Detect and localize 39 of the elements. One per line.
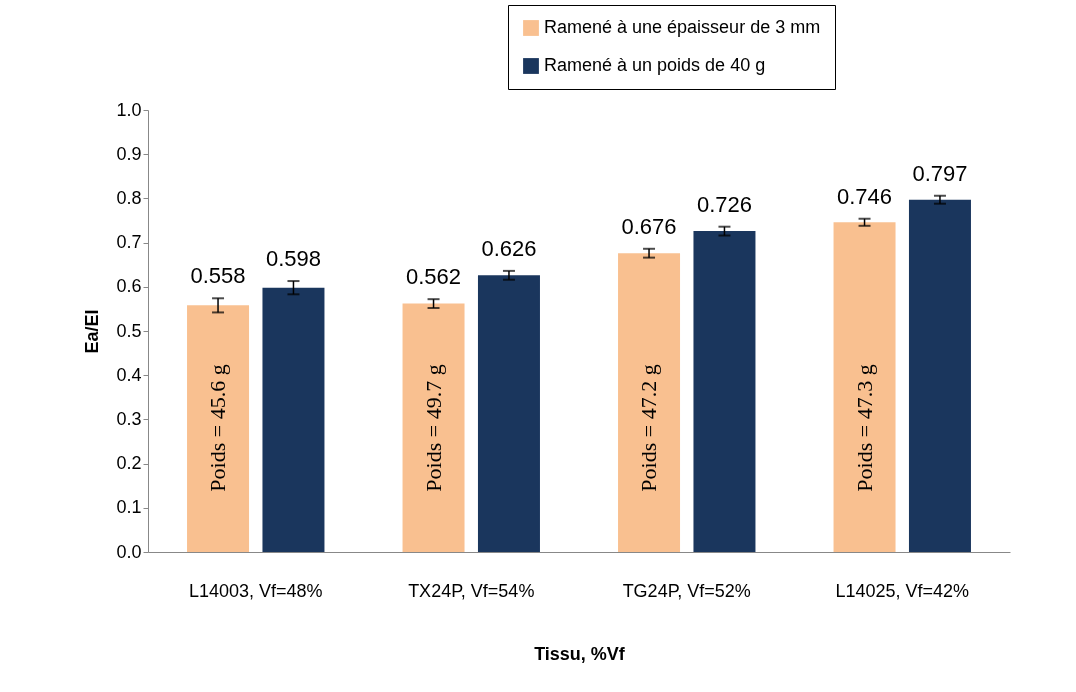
y-tick-label: 0.8 — [116, 187, 142, 208]
bar — [402, 303, 465, 552]
legend-label: Ramené à une épaisseur de 3 mm — [544, 17, 821, 37]
y-tick-label: 0.2 — [116, 453, 142, 474]
data-label: 0.626 — [481, 235, 537, 261]
bar — [262, 287, 325, 552]
y-tick-label: 0.5 — [116, 320, 142, 341]
data-label: 0.726 — [696, 191, 752, 217]
bar — [908, 199, 971, 552]
legend-label: Ramené à un poids de 40 g — [544, 55, 766, 75]
y-tick-label: 0.0 — [116, 541, 142, 562]
y-tick-label: 0.9 — [116, 143, 142, 164]
annotation: Poids = 47.3 g — [851, 364, 877, 492]
y-tick-label: 0.6 — [116, 276, 142, 297]
y-axis-title: Ea/EI — [82, 309, 103, 354]
x-tick-label: L14003, Vf=48% — [188, 580, 323, 601]
x-tick-label: L14025, Vf=42% — [835, 580, 970, 601]
x-tick-label: TX24P, Vf=54% — [408, 580, 535, 601]
annotation: Poids = 45.6 g — [205, 364, 231, 492]
x-tick-label: TG24P, Vf=52% — [622, 580, 751, 601]
bar — [477, 275, 540, 552]
data-label: 0.797 — [912, 160, 968, 186]
data-label: 0.562 — [406, 264, 462, 290]
data-label: 0.558 — [190, 263, 246, 289]
data-label: 0.676 — [621, 213, 677, 239]
y-tick-label: 0.3 — [116, 408, 142, 429]
bar — [187, 305, 250, 552]
y-tick-label: 0.7 — [116, 232, 142, 253]
annotation: Poids = 47.2 g — [636, 364, 662, 492]
data-label: 0.598 — [265, 246, 321, 272]
y-tick-label: 0.4 — [116, 364, 142, 385]
bar — [833, 222, 896, 552]
x-axis-title: Tissu, %Vf — [534, 643, 626, 664]
annotation: Poids = 49.7 g — [420, 364, 446, 492]
y-tick-label: 1.0 — [116, 99, 142, 120]
bar — [618, 253, 681, 552]
y-tick-label: 0.1 — [116, 497, 142, 518]
bar — [693, 231, 756, 552]
data-label: 0.746 — [837, 183, 893, 209]
